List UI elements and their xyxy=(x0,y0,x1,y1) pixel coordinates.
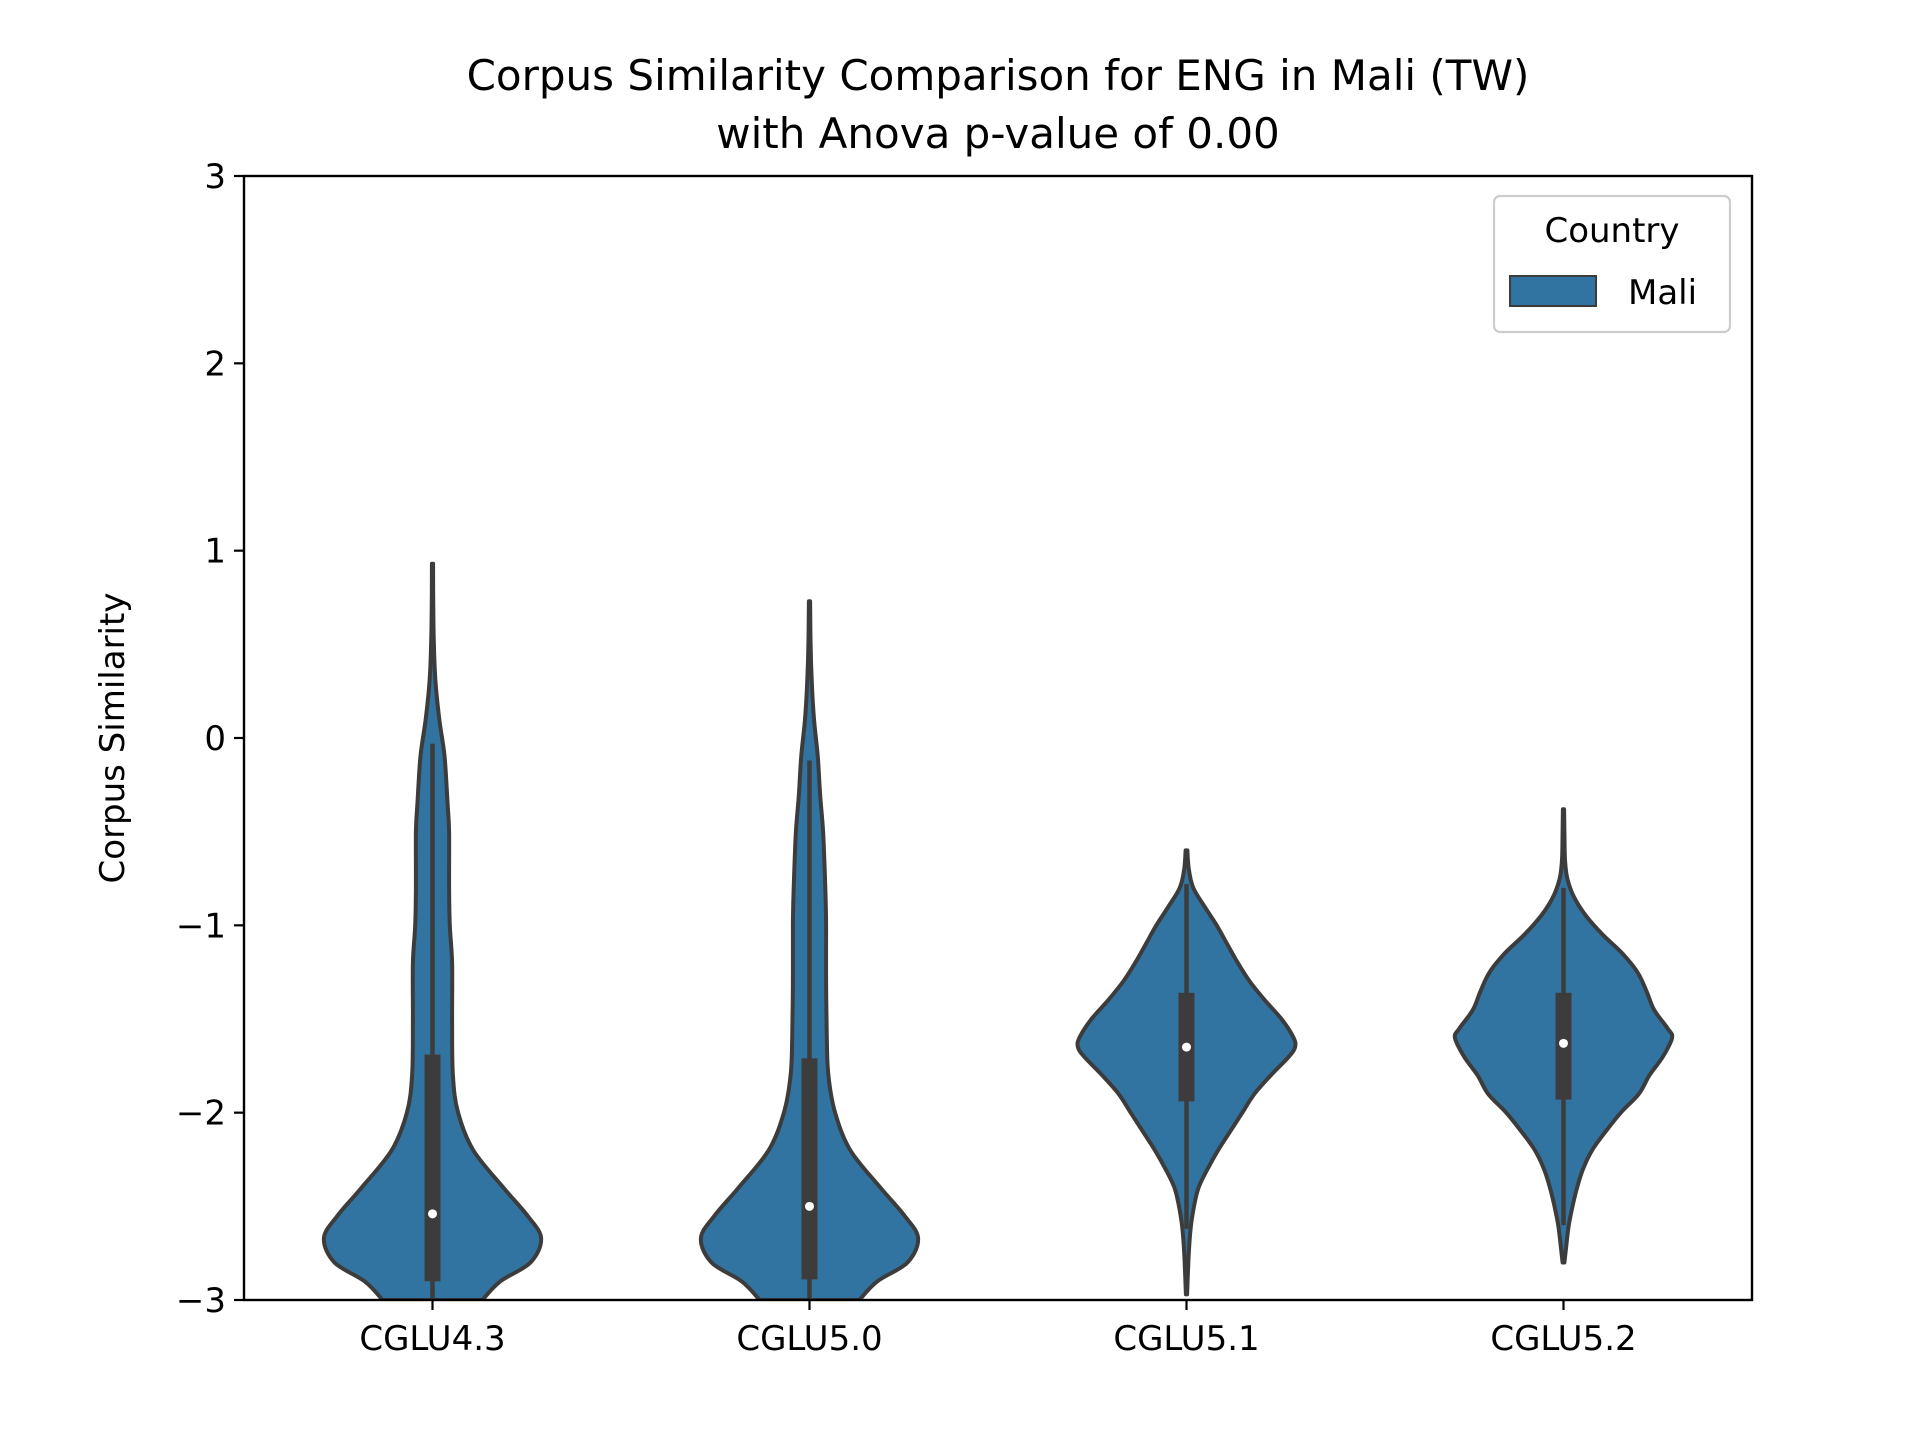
y-tick-label: 0 xyxy=(204,719,226,759)
legend-title: Country xyxy=(1544,211,1679,251)
y-tick-label: 2 xyxy=(204,344,226,384)
y-tick-label: −3 xyxy=(176,1281,226,1321)
legend: Country Mali xyxy=(1492,194,1732,334)
y-tick-label: 1 xyxy=(204,532,226,572)
violin-median-dot xyxy=(805,1201,814,1211)
legend-entry-mali: Mali xyxy=(1628,273,1697,313)
violin-median-dot xyxy=(1182,1042,1191,1052)
y-axis: 3 2 1 0 −1 −2 −3 xyxy=(176,157,244,1321)
violin-iqr-box xyxy=(801,1058,818,1280)
x-tick-label: CGLU5.2 xyxy=(1490,1319,1636,1359)
violin-iqr-box xyxy=(424,1054,441,1282)
x-tick-label: CGLU5.0 xyxy=(736,1319,882,1359)
violin-median-dot xyxy=(428,1209,437,1219)
violin-median-dot xyxy=(1559,1038,1568,1048)
x-tick-label: CGLU5.1 xyxy=(1113,1319,1259,1359)
y-tick-label: −2 xyxy=(176,1094,226,1134)
x-tick-label: CGLU4.3 xyxy=(359,1319,505,1359)
y-axis-label: Corpus Similarity xyxy=(93,593,133,884)
y-tick-label: 3 xyxy=(204,157,226,197)
chart-title: Corpus Similarity Comparison for ENG in … xyxy=(467,51,1530,100)
x-axis: CGLU4.3 CGLU5.0 CGLU5.1 CGLU5.2 xyxy=(359,1300,1637,1359)
chart-subtitle: with Anova p-value of 0.00 xyxy=(716,109,1280,158)
plot-frame xyxy=(242,174,1754,1302)
y-tick-label: −1 xyxy=(176,906,226,946)
violin-layer xyxy=(321,561,1675,1300)
legend-swatch xyxy=(1509,275,1597,307)
